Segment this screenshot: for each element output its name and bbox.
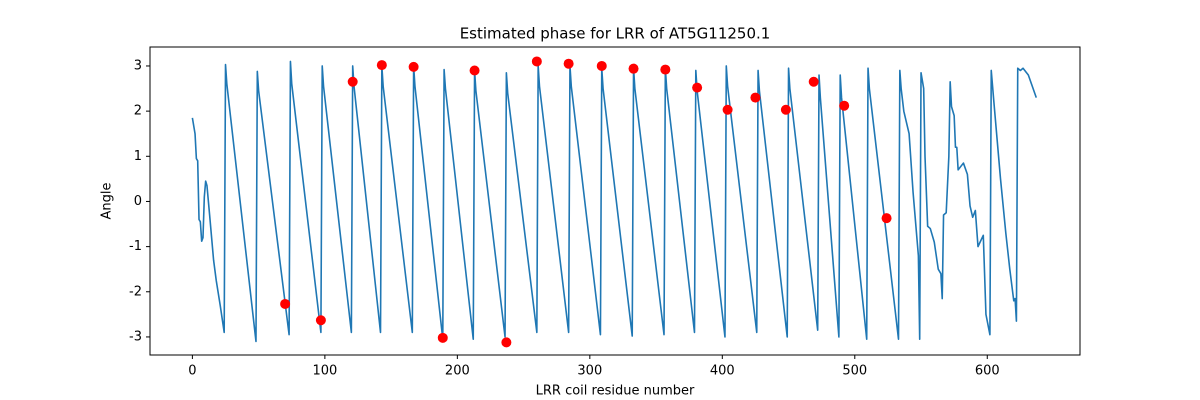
point	[437, 332, 448, 343]
point	[808, 76, 819, 87]
point	[408, 61, 419, 72]
point	[692, 82, 703, 93]
x-axis-label: LRR coil residue number	[536, 384, 695, 399]
phase-line	[191, 60, 1038, 343]
point	[628, 63, 639, 74]
x-tick-label: 200	[445, 364, 470, 379]
point	[881, 213, 892, 224]
axes-frame	[149, 46, 1081, 356]
x-tick-label: 400	[710, 364, 735, 379]
y-tick-label: 1	[134, 149, 142, 164]
point	[469, 65, 480, 76]
chart-title: Estimated phase for LRR of AT5G11250.1	[460, 25, 771, 43]
y-tick-label: 2	[134, 104, 142, 119]
y-tick-label: -2	[129, 284, 142, 299]
point	[750, 92, 761, 103]
x-tick-label: 500	[842, 364, 867, 379]
point	[660, 64, 671, 75]
point	[501, 337, 512, 348]
point	[376, 60, 387, 71]
point	[722, 104, 733, 115]
point	[280, 298, 291, 309]
point	[780, 104, 791, 115]
y-tick-label: -3	[129, 329, 142, 344]
point	[596, 60, 607, 71]
point	[563, 58, 574, 69]
point	[315, 315, 326, 326]
point	[531, 56, 542, 67]
point	[347, 76, 358, 87]
point	[839, 100, 850, 111]
y-tick-label: -1	[129, 239, 142, 254]
x-tick-label: 100	[312, 364, 337, 379]
x-tick-label: 300	[577, 364, 602, 379]
y-axis-label: Angle	[100, 183, 115, 220]
x-tick-label: 600	[975, 364, 1000, 379]
y-tick-label: 3	[134, 58, 142, 73]
y-tick-label: 0	[134, 194, 142, 209]
x-tick-label: 0	[188, 364, 196, 379]
